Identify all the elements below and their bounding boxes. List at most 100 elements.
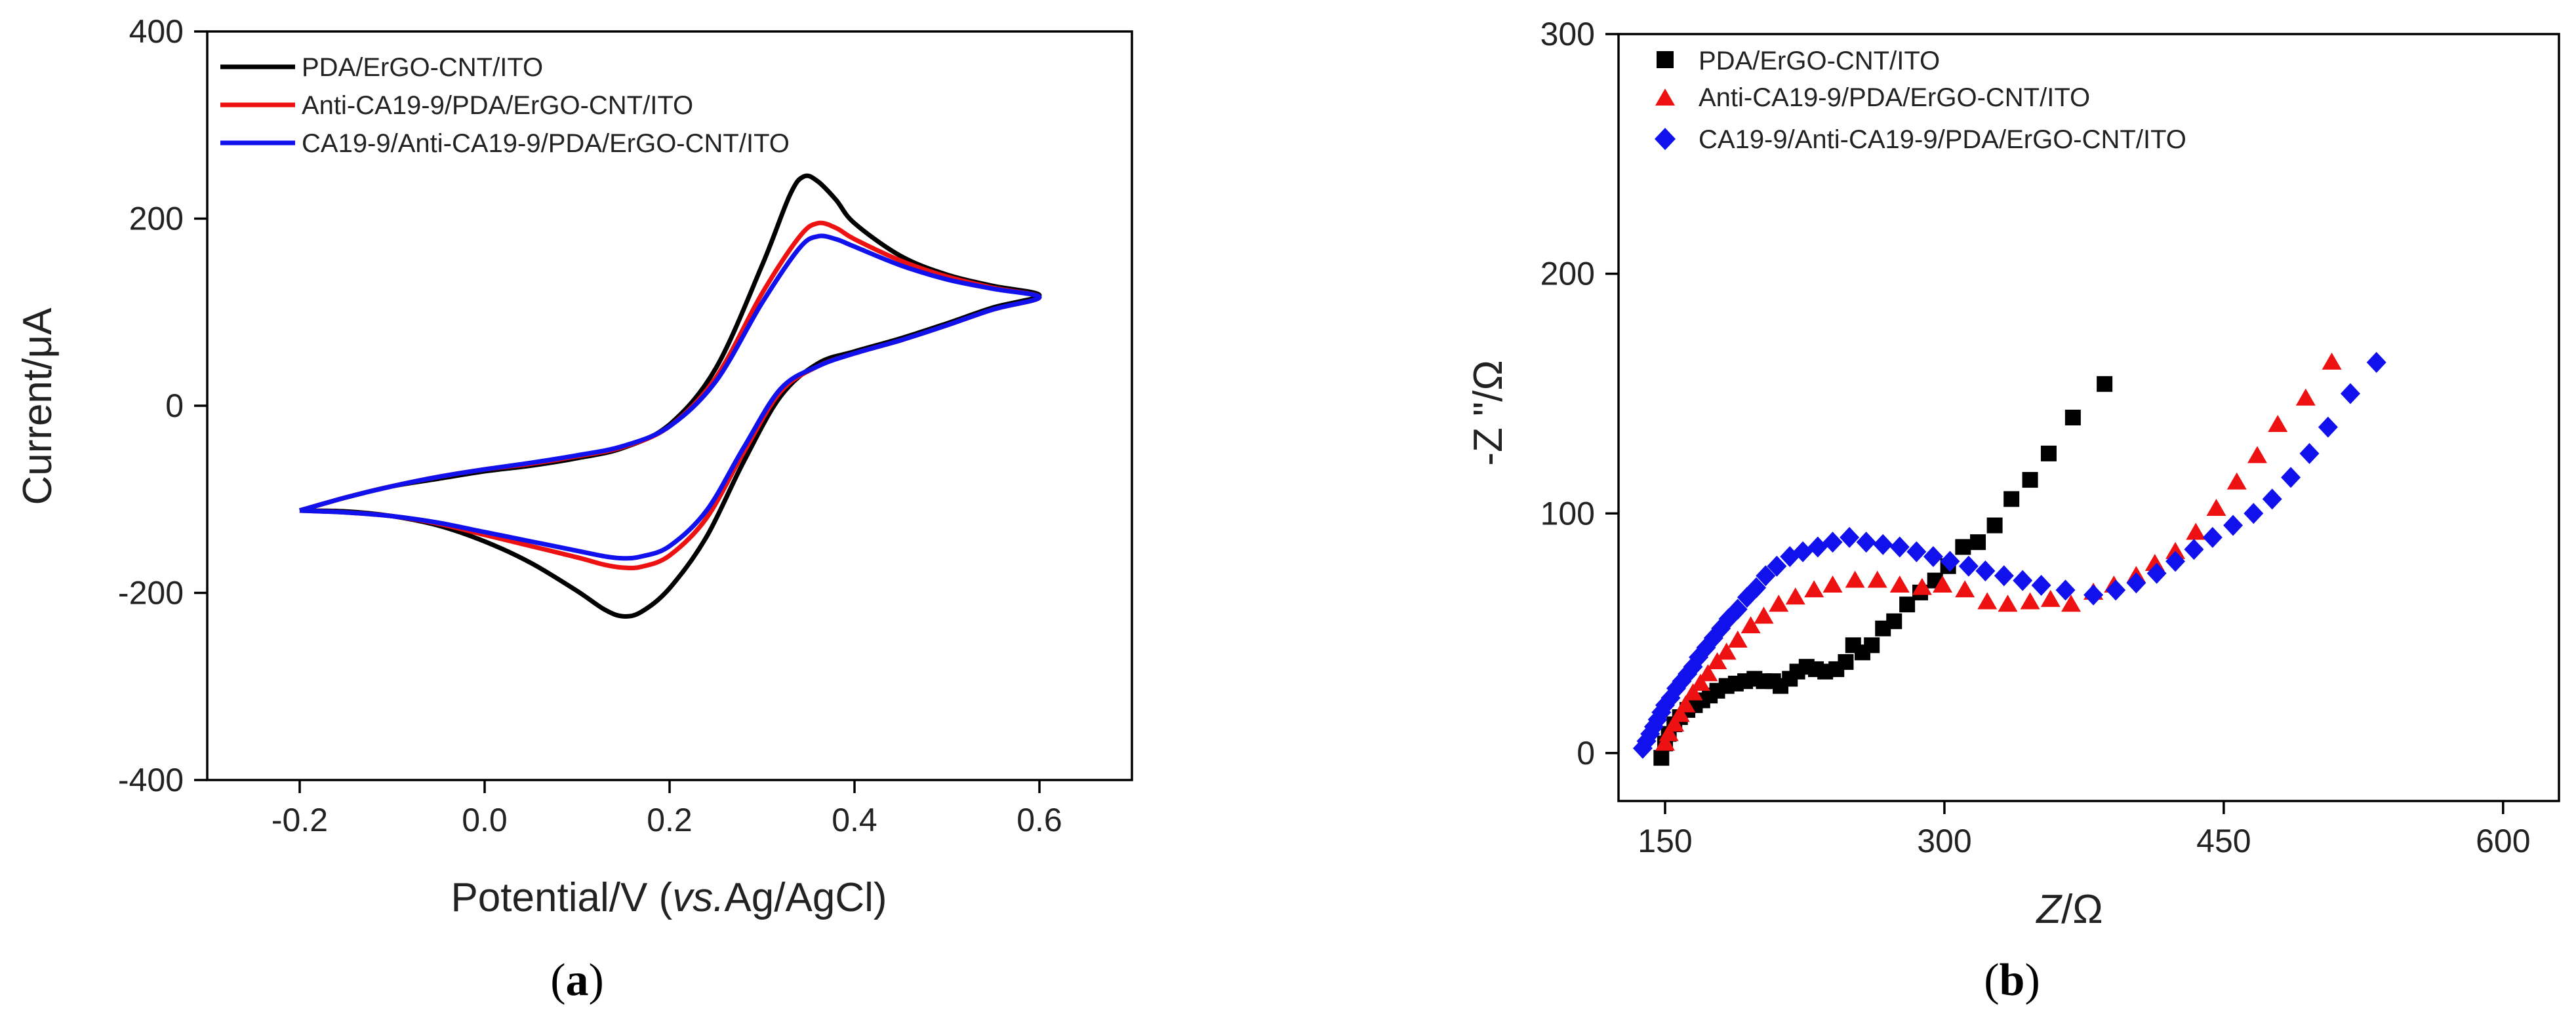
panel-b-point-diamond [2165, 551, 2186, 572]
panel-b-y-tick-label: 0 [1577, 735, 1595, 772]
panel-b-y-tick-label: 100 [1540, 495, 1595, 532]
panel-b-point-diamond [2366, 351, 2386, 373]
panel-a-y-ticks: -400 -200 0 200 400 [118, 13, 207, 798]
panel-b-point-square [1970, 534, 1986, 551]
panel-b-point-square [1886, 613, 1902, 629]
panel-b-point-diamond [1994, 565, 2014, 587]
panel-b-point-diamond [1923, 546, 1943, 568]
panel-b-point-diamond [1822, 532, 1843, 553]
panel-b-point-diamond [1889, 536, 1910, 558]
panel-a-x-ticks: -0.2 0.0 0.2 0.4 0.6 [272, 780, 1062, 838]
panel-b-point-square [1864, 637, 1880, 654]
panel-b-point-triangle [1707, 652, 1727, 669]
panel-b-x-axis-title-var: Z [2035, 887, 2063, 932]
panel-b-point-triangle [1785, 587, 1805, 605]
panel-a-y-tick-label: -200 [118, 575, 184, 612]
panel-b-point-triangle [1998, 595, 2018, 612]
panel-b-point-square [2040, 445, 2057, 461]
panel-b-point-triangle [1804, 580, 1824, 598]
panel-b-point-triangle [1867, 570, 1887, 588]
panel-a-y-tick-label: -400 [118, 762, 184, 798]
panel-a-x-tick-label: -0.2 [272, 802, 328, 838]
panel-b-point-triangle [1741, 616, 1761, 634]
panel-b-point-triangle [1690, 673, 1710, 691]
panel-b-point-triangle [2165, 541, 2186, 559]
panel-b-point-triangle [1664, 714, 1685, 732]
panel-a-x-axis-title: Potential/V (vs.Ag/AgCl) [451, 875, 887, 920]
panel-b-point-diamond [2262, 488, 2282, 510]
panel-b-point-diamond [2055, 579, 2076, 601]
panel-b-y-ticks: 0 100 200 300 [1540, 16, 1619, 772]
panel-a-legend: PDA/ErGO-CNT/ITO Anti-CA19-9/PDA/ErGO-CN… [220, 53, 790, 158]
panel-a-x-tick-label: 0.6 [1016, 802, 1062, 838]
panel-b-point-square [1986, 517, 2003, 534]
panel-b-point-triangle [2020, 592, 2040, 610]
panel-b-point-triangle [1655, 733, 1675, 751]
panel-b-point-triangle [1822, 575, 1843, 593]
panel-b-point-square [1653, 750, 1670, 766]
legend-marker-square [1657, 51, 1674, 68]
panel-a-x-tick-label: 0.0 [462, 802, 508, 838]
panel-b-point-triangle [1683, 683, 1703, 701]
legend-label-pda: PDA/ErGO-CNT/ITO [1699, 47, 1940, 75]
legend-label-pda: PDA/ErGO-CNT/ITO [302, 53, 543, 82]
panel-b-label: (b) [1984, 955, 2040, 1006]
panel-b-point-diamond [1727, 598, 1748, 620]
panel-b-point-triangle [1754, 606, 1774, 624]
panel-b-point-triangle [1716, 642, 1737, 660]
panel-b-y-tick-label: 300 [1540, 16, 1595, 52]
panel-b-point-triangle [2206, 498, 2226, 516]
panel-b-point-triangle [1955, 580, 1975, 598]
panel-b-point-diamond [1756, 565, 1776, 587]
panel-b-point-diamond [2083, 584, 2104, 606]
panel-b-series [1632, 351, 2386, 766]
panel-b-point-triangle [2322, 352, 2342, 370]
legend-marker-triangle [1655, 88, 1675, 106]
legend-label-anti: Anti-CA19-9/PDA/ErGO-CNT/ITO [302, 91, 693, 120]
panel-b-point-triangle [2226, 472, 2247, 490]
panel-b-point-diamond [1940, 551, 1960, 572]
panel-a-x-tick-label: 0.4 [832, 802, 877, 838]
panel-b-plot-frame [1617, 33, 2560, 802]
panel-b-point-diamond [2126, 572, 2146, 594]
panel-b-point-diamond [1840, 526, 1860, 548]
legend-label-ca199: CA19-9/Anti-CA19-9/PDA/ErGO-CNT/ITO [302, 129, 790, 158]
legend-label-ca199: CA19-9/Anti-CA19-9/PDA/ErGO-CNT/ITO [1699, 125, 2186, 154]
panel-b-y-tick-label: 200 [1540, 256, 1595, 292]
panel-a-y-tick-label: 400 [129, 13, 184, 50]
panel-b-point-diamond [2244, 503, 2264, 524]
panel-a-y-axis-title: Current/μA [15, 307, 60, 505]
panel-b-point-square [2022, 472, 2038, 488]
panel-b-x-axis-title: Z/Ω [2035, 887, 2103, 932]
panel-b-point-diamond [1793, 541, 1813, 562]
panel-b-point-diamond [2013, 570, 2033, 591]
panel-a-series-line-0 [299, 173, 1042, 619]
panel-b-point-triangle [2186, 522, 2206, 540]
panel-b-point-triangle [1889, 575, 1910, 593]
panel-b-point-diamond [1958, 555, 1979, 577]
panel-b-point-triangle [2268, 414, 2288, 432]
panel-b-point-diamond [2184, 539, 2204, 560]
panel-b-series-triangle [1655, 352, 2342, 751]
panel-b-x-axis-title-unit: /Ω [2061, 887, 2103, 932]
legend-label-anti: Anti-CA19-9/PDA/ErGO-CNT/ITO [1699, 83, 2090, 112]
panel-b-point-triangle [1676, 695, 1696, 713]
panel-a-series-line-2 [299, 233, 1042, 561]
panel-b-point-diamond [1767, 555, 1787, 577]
panel-b-point-diamond [1856, 532, 1876, 553]
panel-b-label-letter: b [2000, 955, 2025, 1006]
panel-a-x-axis-title-main: Potential/V [451, 875, 648, 920]
panel-b-point-triangle [1698, 664, 1718, 682]
panel-b-y-axis-title: -Z "/Ω [1466, 360, 1511, 465]
panel-b-point-triangle [1659, 724, 1679, 741]
panel-b-point-triangle [2295, 388, 2316, 406]
panel-b-point-triangle [2061, 595, 2082, 612]
panel-b-point-triangle [1933, 575, 1953, 593]
panel-b-point-square [2064, 410, 2081, 425]
panel-b-point-square [2097, 376, 2113, 392]
panel-b-point-square [2003, 491, 2020, 507]
panel-a-x-axis-title-close: ) [874, 875, 887, 920]
panel-a-cv-chart: -0.2 0.0 0.2 0.4 0.6 -400 -200 0 200 400 PDA/ErG… [15, 13, 1133, 1006]
panel-a-series [299, 173, 1042, 619]
panel-b-x-tick-label: 450 [2196, 823, 2251, 859]
